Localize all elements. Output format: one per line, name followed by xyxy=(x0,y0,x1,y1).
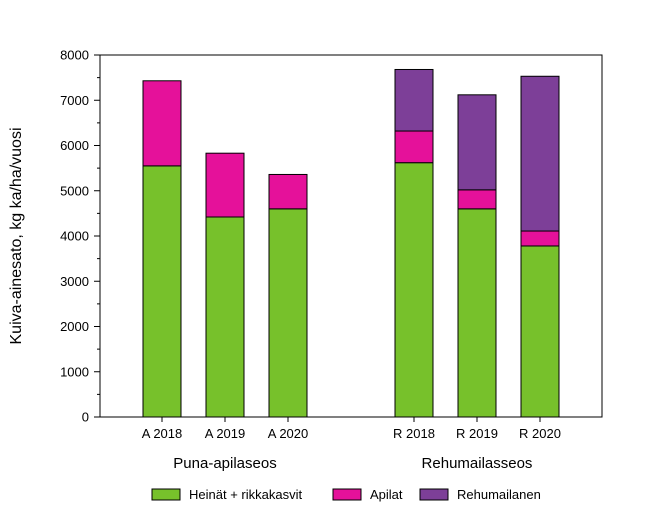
legend-label: Apilat xyxy=(370,487,403,502)
y-tick-label: 6000 xyxy=(60,138,89,153)
bar-segment xyxy=(457,208,497,418)
legend-swatch xyxy=(332,488,362,501)
y-tick-label: 2000 xyxy=(60,319,89,334)
x-tick-label: R 2020 xyxy=(519,426,561,441)
y-tick-label: 5000 xyxy=(60,183,89,198)
legend: Heinät + rikkakasvit Apilat Rehumailanen xyxy=(151,487,541,502)
bar-segment xyxy=(268,173,308,210)
bar-segment xyxy=(394,130,434,164)
x-tick-label: R 2018 xyxy=(393,426,435,441)
bar-segment xyxy=(394,162,434,418)
y-tick-label: 3000 xyxy=(60,274,89,289)
group-labels: Puna-apilaseos Rehumailasseos xyxy=(173,455,532,472)
bar-segment xyxy=(520,75,560,232)
y-tick-label: 0 xyxy=(82,410,89,425)
y-tick-label: 8000 xyxy=(60,48,89,63)
y-tick-label: 4000 xyxy=(60,229,89,244)
x-tick-label: A 2018 xyxy=(142,426,183,441)
x-tick-label: A 2020 xyxy=(268,426,309,441)
x-axis: A 2018 A 2019 A 2020 R 2018 R 2019 R 2020 xyxy=(142,417,561,441)
bar-segment xyxy=(457,189,497,210)
bar-segment xyxy=(142,165,182,418)
bar-segment xyxy=(268,208,308,418)
legend-label: Heinät + rikkakasvit xyxy=(189,487,302,502)
x-tick-label: R 2019 xyxy=(456,426,498,441)
y-tick-label: 1000 xyxy=(60,364,89,379)
bar-segment xyxy=(142,80,182,167)
bar-segment xyxy=(394,68,434,132)
bar-segment xyxy=(457,94,497,191)
x-tick-label: A 2019 xyxy=(205,426,246,441)
bar-segment xyxy=(520,230,560,247)
y-axis: 0 1000 2000 3000 4000 5000 6000 7000 8000 xyxy=(60,48,100,425)
y-axis-title: Kuiva-ainesato, kg ka/ha/vuosi xyxy=(8,127,25,344)
y-tick-label: 7000 xyxy=(60,93,89,108)
bar-segment xyxy=(205,216,245,418)
legend-swatch xyxy=(419,488,449,501)
bar-segment xyxy=(520,245,560,418)
bar-segment xyxy=(205,152,245,218)
group-label: Puna-apilaseos xyxy=(173,455,276,472)
legend-swatch xyxy=(151,488,181,501)
legend-label: Rehumailanen xyxy=(457,487,541,502)
bars xyxy=(142,68,560,418)
group-label: Rehumailasseos xyxy=(422,455,533,472)
